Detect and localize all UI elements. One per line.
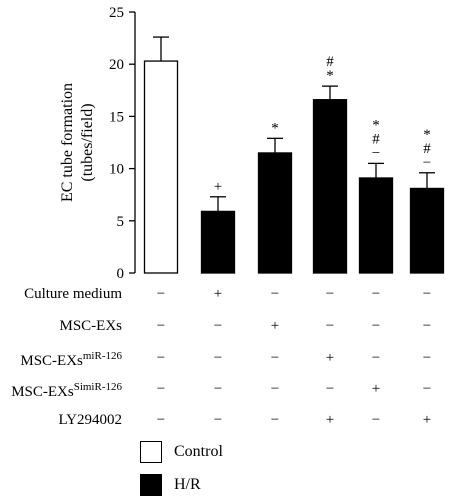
condition-cell: −: [371, 318, 381, 334]
significance-mark: *: [326, 68, 334, 84]
condition-cell: +: [213, 286, 223, 302]
condition-label: MSC-EXs: [59, 318, 122, 334]
y-tick-label: 0: [117, 266, 125, 282]
condition-cell: −: [325, 286, 335, 302]
bar: [358, 177, 394, 274]
significance-mark: −: [423, 155, 431, 171]
y-axis-label: (tubes/field): [79, 103, 96, 181]
condition-cell: −: [156, 350, 166, 366]
significance-mark: *: [372, 117, 380, 133]
condition-cell: +: [270, 318, 280, 334]
condition-cell: −: [270, 412, 280, 428]
condition-cell: +: [371, 381, 381, 397]
condition-cell: −: [422, 381, 432, 397]
legend-swatch: [140, 474, 162, 496]
y-tick-label: 15: [109, 109, 124, 125]
y-tick-label: 25: [109, 5, 124, 21]
condition-label: Culture medium: [24, 286, 122, 302]
condition-cell: −: [422, 318, 432, 334]
y-tick-label: 5: [117, 214, 125, 230]
condition-cell: −: [213, 350, 223, 366]
condition-cell: −: [156, 381, 166, 397]
condition-label: LY294002: [58, 412, 123, 428]
significance-mark: #: [372, 131, 380, 147]
y-tick-label: 10: [109, 162, 124, 178]
condition-cell: −: [371, 286, 381, 302]
bar: [200, 210, 236, 274]
condition-cell: −: [213, 318, 223, 334]
condition-cell: −: [422, 286, 432, 302]
y-tick-label: 20: [109, 57, 124, 73]
condition-cell: −: [422, 350, 432, 366]
bar: [143, 60, 179, 274]
condition-cell: −: [325, 381, 335, 397]
legend-label: Control: [174, 443, 223, 460]
condition-cell: −: [156, 412, 166, 428]
significance-mark: #: [326, 54, 334, 70]
condition-cell: +: [325, 350, 335, 366]
bar: [312, 99, 348, 274]
condition-cell: −: [270, 286, 280, 302]
condition-cell: −: [371, 350, 381, 366]
condition-cell: −: [213, 381, 223, 397]
significance-mark: −: [372, 145, 380, 161]
condition-cell: −: [270, 350, 280, 366]
significance-mark: +: [214, 179, 222, 195]
significance-mark: *: [423, 127, 431, 143]
legend-item: Control: [140, 441, 223, 463]
legend-label: H/R: [174, 476, 201, 493]
condition-label: MSC-EXsSimiR-126: [11, 381, 122, 400]
condition-cell: −: [156, 318, 166, 334]
bar: [257, 152, 293, 274]
legend-swatch: [140, 441, 162, 463]
condition-cell: −: [213, 412, 223, 428]
condition-cell: −: [156, 286, 166, 302]
condition-cell: +: [325, 412, 335, 428]
condition-cell: −: [325, 318, 335, 334]
y-axis-label: EC tube formation: [59, 83, 76, 202]
significance-mark: #: [423, 141, 431, 157]
condition-label: MSC-EXsmiR-126: [20, 350, 122, 369]
legend-item: H/R: [140, 474, 201, 496]
condition-cell: +: [422, 412, 432, 428]
bar: [409, 187, 445, 274]
significance-mark: *: [271, 120, 279, 136]
condition-cell: −: [270, 381, 280, 397]
condition-cell: −: [371, 412, 381, 428]
